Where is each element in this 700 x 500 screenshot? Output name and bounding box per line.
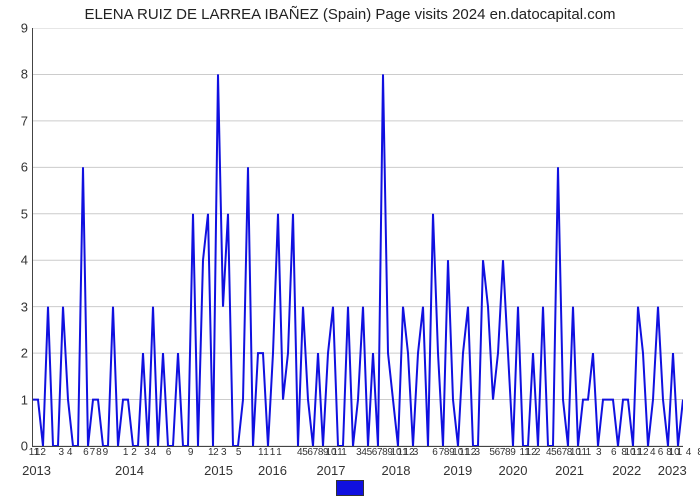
chart-title: ELENA RUIZ DE LARREA IBAÑEZ (Spain) Page… — [0, 6, 700, 23]
chart-container: ELENA RUIZ DE LARREA IBAÑEZ (Spain) Page… — [0, 0, 700, 500]
x-year-label: 2013 — [22, 463, 51, 478]
x-month-label: 3 — [221, 447, 227, 458]
ytick-label: 9 — [21, 21, 28, 36]
x-year-label: 2023 — [658, 463, 687, 478]
x-year-label: 2014 — [115, 463, 144, 478]
x-month-label: 1 — [276, 447, 282, 458]
ytick-label: 2 — [21, 346, 28, 361]
legend-swatch — [336, 480, 364, 496]
x-year-label: 2016 — [258, 463, 287, 478]
x-month-label: 12 — [35, 447, 46, 458]
ytick-label: 3 — [21, 299, 28, 314]
x-month-label: 8 — [96, 447, 102, 458]
x-month-label: 9 — [103, 447, 109, 458]
x-month-label: 6 — [83, 447, 89, 458]
ytick-label: 6 — [21, 160, 28, 175]
x-month-label: 1 — [270, 447, 276, 458]
x-year-label: 2022 — [612, 463, 641, 478]
x-month-label: 1 — [341, 447, 347, 458]
x-month-label: 3 — [144, 447, 150, 458]
x-month-label: 12 — [637, 447, 648, 458]
x-month-label: 3 — [58, 447, 64, 458]
x-year-label: 2019 — [443, 463, 472, 478]
ytick-label: 8 — [21, 67, 28, 82]
x-month-label: 3 — [474, 447, 480, 458]
x-month-label: 6 — [658, 447, 664, 458]
x-month-label: 3 — [596, 447, 602, 458]
x-month-label: 6 — [166, 447, 172, 458]
x-month-label: 6 — [611, 447, 617, 458]
ytick-label: 5 — [21, 206, 28, 221]
x-month-label: 5 — [236, 447, 242, 458]
x-month-label: 1 — [123, 447, 129, 458]
x-year-label: 2015 — [204, 463, 233, 478]
x-year-label: 2018 — [382, 463, 411, 478]
x-month-label: 2 — [213, 447, 219, 458]
chart-svg — [33, 28, 683, 446]
x-month-label: 9 — [188, 447, 194, 458]
x-month-label: 1 — [677, 447, 683, 458]
x-month-label: 2 — [131, 447, 137, 458]
x-month-label: 7 — [90, 447, 96, 458]
ytick-label: 4 — [21, 253, 28, 268]
x-year-label: 2020 — [499, 463, 528, 478]
x-month-label: 2 — [535, 447, 541, 458]
x-month-label: 1 — [586, 447, 592, 458]
x-month-label: 3 — [413, 447, 419, 458]
x-month-label: 4 — [686, 447, 692, 458]
x-year-label: 2017 — [317, 463, 346, 478]
x-month-label: 4 — [650, 447, 656, 458]
x-year-label: 2021 — [555, 463, 584, 478]
x-month-label: 1 — [263, 447, 269, 458]
x-month-label: 4 — [67, 447, 73, 458]
ytick-label: 0 — [21, 439, 28, 454]
x-month-label: 6 — [432, 447, 438, 458]
x-month-label: 9 — [510, 447, 516, 458]
legend — [336, 480, 364, 496]
ytick-label: 1 — [21, 392, 28, 407]
ytick-label: 7 — [21, 113, 28, 128]
x-month-label: 4 — [151, 447, 157, 458]
plot-area — [32, 28, 683, 447]
